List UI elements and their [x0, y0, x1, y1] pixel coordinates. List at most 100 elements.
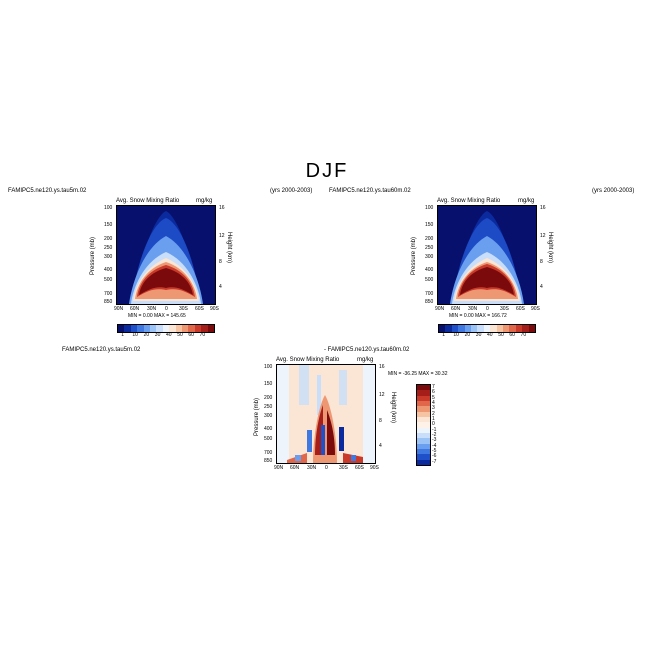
diff-ptick: 700	[264, 450, 273, 456]
panel1-variable-label: Avg. Snow Mixing Ratio	[116, 198, 180, 204]
panel1-lat-tick: 60N	[130, 306, 140, 312]
colorbar-label: -3	[432, 437, 437, 444]
panel2-htick: 12	[540, 233, 546, 239]
colorbar-swatch	[162, 325, 170, 332]
colorbar-label: -7	[432, 458, 437, 465]
colorbar-swatch	[417, 395, 430, 401]
panel2-lat-tick: 30S	[500, 306, 509, 312]
colorbar-label: 60	[188, 332, 194, 338]
diff-case-left-label: FAMIPC5.ne120.ys.tau5m.02	[62, 347, 141, 353]
colorbar-swatch	[188, 325, 195, 332]
panel1-lat-tick: 30S	[179, 306, 188, 312]
panel2-variable-label: Avg. Snow Mixing Ratio	[437, 198, 501, 204]
panel1-lat-tick: 30N	[147, 306, 157, 312]
colorbar-swatch	[124, 325, 131, 332]
panel1-ptick: 500	[104, 277, 113, 283]
panel2-y2label: Height (km)	[547, 232, 553, 264]
colorbar-swatch	[477, 325, 484, 332]
panel2-ptick: 500	[425, 277, 434, 283]
colorbar-swatch	[490, 325, 497, 332]
panel2-htick: 4	[540, 284, 543, 290]
colorbar-label: 50	[498, 332, 504, 338]
panel1-ptick: 400	[104, 267, 113, 273]
diff-ylabel: Pressure (mb)	[254, 397, 260, 436]
colorbar-label: 0	[432, 421, 435, 428]
colorbar-swatch	[137, 325, 144, 332]
colorbar-swatch	[417, 390, 430, 396]
panel2-case-label: FAMIPC5.ne120.ys.tau60m.02	[329, 188, 411, 194]
diff-lat-tick: 60N	[290, 465, 300, 471]
diff-colorbar	[416, 384, 431, 466]
panel2-ptick: 400	[425, 267, 434, 273]
diff-ptick: 850	[264, 458, 273, 464]
colorbar-swatch	[509, 325, 516, 332]
diff-htick: 16	[379, 364, 385, 370]
colorbar-swatch	[528, 325, 536, 332]
diff-htick: 12	[379, 392, 385, 398]
colorbar-swatch	[150, 325, 157, 332]
diff-lat-tick: 30S	[339, 465, 348, 471]
colorbar-swatch	[417, 443, 430, 449]
colorbar-label: 10	[453, 332, 459, 338]
colorbar-swatch	[130, 325, 138, 332]
panel2-colorbar	[438, 324, 536, 333]
colorbar-swatch	[156, 325, 163, 332]
colorbar-label: 70	[520, 332, 527, 338]
colorbar-swatch	[417, 406, 430, 412]
colorbar-swatch	[445, 325, 452, 332]
colorbar-label: 2	[432, 410, 435, 417]
colorbar-swatch	[417, 385, 430, 391]
diff-ptick: 100	[264, 364, 273, 370]
panel1-case-label: FAMIPC5.ne120.ys.tau5m.02	[8, 188, 87, 194]
colorbar-label: 7	[432, 384, 435, 390]
diff-ptick: 500	[264, 436, 273, 442]
colorbar-swatch	[439, 325, 446, 332]
panel1-ptick: 200	[104, 236, 113, 242]
panel1-htick: 8	[219, 259, 222, 265]
colorbar-label: 60	[509, 332, 515, 338]
diff-ptick: 250	[264, 404, 273, 410]
panel2-stats: MIN = 0.00 MAX = 166.72	[449, 313, 507, 319]
colorbar-swatch	[175, 325, 183, 332]
panel2-ptick: 700	[425, 291, 434, 297]
colorbar-label: -6	[432, 453, 437, 460]
panel2-lat-tick: 60N	[451, 306, 461, 312]
colorbar-label: 20	[143, 332, 150, 338]
colorbar-swatch	[503, 325, 510, 332]
panel1-ptick: 100	[104, 205, 113, 211]
panel2-htick: 16	[540, 205, 546, 211]
panel2-ylabel: Pressure (mb)	[411, 236, 417, 275]
colorbar-label: -2	[432, 432, 437, 438]
colorbar-swatch	[182, 325, 189, 332]
panel2-htick: 8	[540, 259, 543, 265]
panel1-ptick: 700	[104, 291, 113, 297]
diff-case-right-label: - FAMIPC5.ne120.ys.tau60m.02	[324, 347, 410, 353]
diff-units-label: mg/kg	[357, 357, 374, 363]
panel2-years-label: (yrs 2000-2003)	[592, 188, 635, 194]
panel1-ptick: 850	[104, 299, 113, 305]
colorbar-label: 40	[166, 332, 172, 338]
diff-lat-tick: 60S	[355, 465, 364, 471]
colorbar-label: 30	[475, 332, 482, 338]
panel1-lat-tick: 90N	[114, 306, 124, 312]
panel1-ylabel: Pressure (mb)	[90, 236, 96, 275]
diff-htick: 4	[379, 443, 382, 449]
panel1-plot	[116, 205, 216, 305]
panel1-colorbar	[117, 324, 215, 333]
colorbar-swatch	[496, 325, 504, 332]
colorbar-swatch	[417, 427, 430, 433]
colorbar-swatch	[417, 448, 430, 455]
colorbar-label: 4	[432, 400, 435, 406]
panel1-htick: 12	[219, 233, 225, 239]
colorbar-swatch	[207, 325, 215, 332]
panel1-lat-tick: 60S	[195, 306, 204, 312]
diff-lat-tick: 90N	[274, 465, 284, 471]
colorbar-swatch	[451, 325, 459, 332]
colorbar-swatch	[417, 459, 430, 465]
diff-ptick: 200	[264, 395, 273, 401]
panel2-plot	[437, 205, 537, 305]
diff-ptick: 400	[264, 426, 273, 432]
panel2-lat-tick: 0	[486, 306, 489, 312]
colorbar-swatch	[522, 325, 529, 332]
panel1-ptick: 150	[104, 222, 113, 228]
